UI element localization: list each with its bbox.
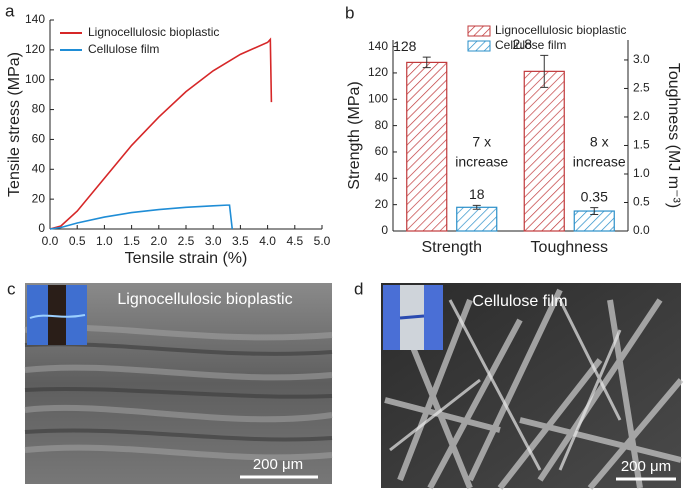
error-bar <box>540 54 549 88</box>
x-tick-label: 2.5 <box>178 234 195 248</box>
image-caption: Cellulose film <box>472 293 567 310</box>
panel-label: d <box>354 279 363 298</box>
x-tick-label: 5.0 <box>314 234 331 248</box>
y-tick-label: 80 <box>32 102 46 116</box>
legend-label: Cellulose film <box>88 42 159 56</box>
y-tick-label: 140 <box>25 12 45 26</box>
annotation: increase <box>455 154 508 170</box>
scale-bar-label: 200 μm <box>253 456 303 473</box>
y-tick-label: 100 <box>368 91 388 105</box>
y-tick-label: 0 <box>38 221 45 235</box>
panel-label: a <box>5 1 15 20</box>
x-tick-label: 2.0 <box>150 234 167 248</box>
x-tick-label: Toughness <box>531 239 608 256</box>
error-bar <box>590 207 599 215</box>
x-tick-label: 3.5 <box>232 234 249 248</box>
x-tick-label: 4.0 <box>259 234 276 248</box>
scale-bar-label: 200 μm <box>621 458 671 475</box>
x-axis-label: Tensile strain (%) <box>125 250 248 267</box>
y2-tick-label: 0.5 <box>633 195 650 209</box>
y-tick-label: 60 <box>32 132 46 146</box>
y-tick-label: 0 <box>381 223 388 237</box>
y-tick-label: 120 <box>25 42 45 56</box>
legend-label: Lignocellulosic bioplastic <box>495 23 626 37</box>
y2-tick-label: 0.0 <box>633 223 650 237</box>
bar <box>406 61 448 232</box>
series-line <box>49 37 273 230</box>
image-caption: Lignocellulosic bioplastic <box>117 291 292 308</box>
y-tick-label: 60 <box>375 144 389 158</box>
y-tick-label: 20 <box>375 197 389 211</box>
y-tick-label: 120 <box>368 65 388 79</box>
series-line <box>49 204 234 230</box>
panel-label: b <box>345 3 354 22</box>
x-tick-label: 0.0 <box>42 234 59 248</box>
x-tick-label: 0.5 <box>69 234 86 248</box>
bar <box>523 70 565 232</box>
error-bar <box>422 56 431 69</box>
value-label: 18 <box>469 186 485 202</box>
legend-swatch <box>467 40 491 52</box>
value-label: 0.35 <box>581 188 608 204</box>
x-tick-label: 1.0 <box>96 234 113 248</box>
annotation: increase <box>573 154 626 170</box>
x-tick-label: Strength <box>422 239 482 256</box>
panel-label: c <box>7 279 16 298</box>
value-label: 2.8 <box>513 36 533 52</box>
y-tick-label: 80 <box>375 118 389 132</box>
y2-axis-label: Toughness (MJ m⁻³) <box>665 63 682 208</box>
annotation: 8 x <box>590 134 609 150</box>
y-tick-label: 40 <box>32 161 46 175</box>
legend-label: Lignocellulosic bioplastic <box>88 25 219 39</box>
bar <box>456 206 498 232</box>
y2-tick-label: 2.5 <box>633 81 650 95</box>
y-axis-label: Strength (MPa) <box>346 81 363 189</box>
y2-tick-label: 1.0 <box>633 166 650 180</box>
y-tick-label: 40 <box>375 170 389 184</box>
micrograph-d <box>381 283 684 490</box>
y2-tick-label: 3.0 <box>633 52 650 66</box>
legend-swatch <box>467 25 491 37</box>
x-tick-label: 3.0 <box>205 234 222 248</box>
y-tick-label: 140 <box>368 39 388 53</box>
x-tick-label: 4.5 <box>286 234 303 248</box>
legend-label: Cellulose film <box>495 38 566 52</box>
micrograph-c <box>24 283 333 484</box>
value-label: 128 <box>393 38 417 54</box>
x-tick-label: 1.5 <box>123 234 140 248</box>
y2-tick-label: 2.0 <box>633 109 650 123</box>
y-axis-label: Tensile stress (MPa) <box>6 52 23 197</box>
y2-tick-label: 1.5 <box>633 138 650 152</box>
annotation: 7 x <box>472 134 491 150</box>
error-bar <box>472 204 481 210</box>
y-tick-label: 20 <box>32 191 46 205</box>
y-tick-label: 100 <box>25 72 45 86</box>
